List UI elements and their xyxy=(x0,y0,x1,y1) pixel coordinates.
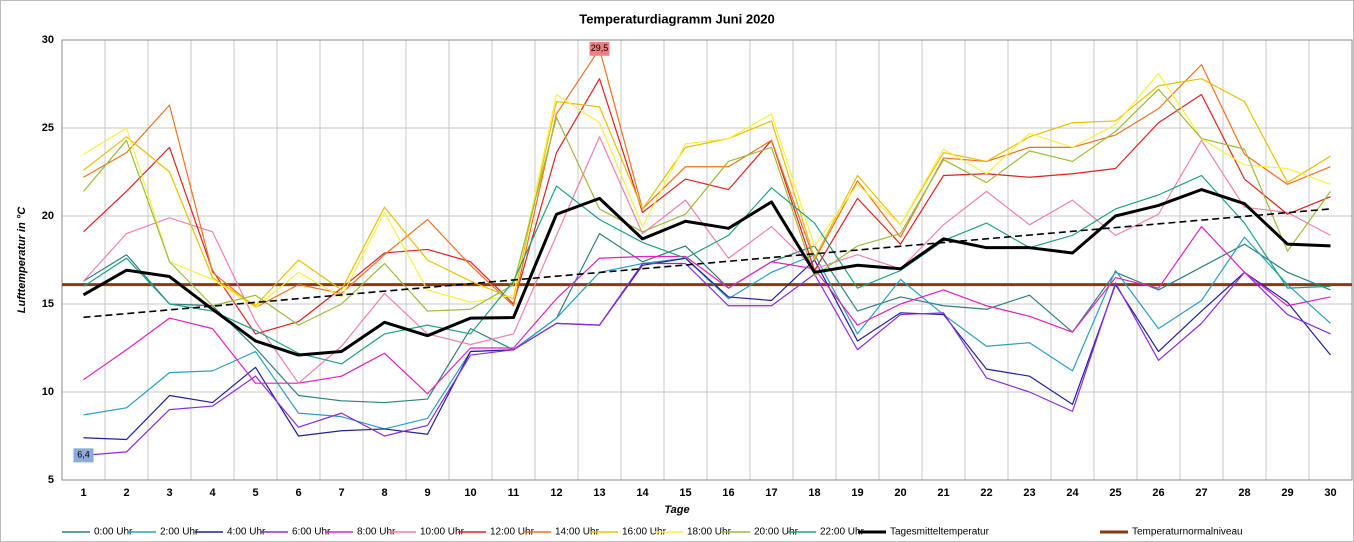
series-line xyxy=(83,174,1331,365)
series-line xyxy=(83,48,1331,309)
series-line xyxy=(83,88,1331,326)
y-tick-label: 15 xyxy=(42,298,54,310)
legend-label: 14:00 Uhr xyxy=(555,527,600,538)
highlight-box xyxy=(73,448,94,463)
x-tick-label: 23 xyxy=(1023,487,1035,499)
x-tick-label: 6 xyxy=(295,487,301,499)
x-tick-label: 12 xyxy=(550,487,562,499)
x-tick-label: 9 xyxy=(424,487,430,499)
x-tick-label: 22 xyxy=(980,487,992,499)
highlight-box xyxy=(589,41,610,56)
series-line xyxy=(82,188,1331,357)
x-tick-label: 24 xyxy=(1066,487,1079,499)
y-tick-label: 30 xyxy=(42,34,54,46)
x-tick-label: 28 xyxy=(1238,487,1250,499)
legend-label: 4:00 Uhr xyxy=(227,527,266,538)
legend-label: 8:00 Uhr xyxy=(357,527,396,538)
x-tick-label: 20 xyxy=(894,487,906,499)
series-line xyxy=(83,233,1331,404)
x-tick-label: 4 xyxy=(209,487,216,499)
legend-label: 16:00 Uhr xyxy=(622,527,667,538)
y-tick-label: 20 xyxy=(42,210,54,222)
x-tick-label: 21 xyxy=(937,487,949,499)
x-tick-label: 25 xyxy=(1109,487,1121,499)
x-tick-label: 17 xyxy=(765,487,777,499)
legend-label: 0:00 Uhr xyxy=(94,527,133,538)
x-tick-label: 11 xyxy=(508,487,520,499)
x-tick-label: 8 xyxy=(381,487,387,499)
y-tick-label: 10 xyxy=(42,386,54,398)
legend-label: 10:00 Uhr xyxy=(420,527,465,538)
x-tick-label: 7 xyxy=(338,487,344,499)
highlight-label: 29,5 xyxy=(591,43,609,53)
x-tick-label: 3 xyxy=(166,487,172,499)
plot-border xyxy=(61,39,1353,481)
highlight-label: 6,4 xyxy=(77,450,90,460)
x-tick-label: 27 xyxy=(1195,487,1207,499)
x-tick-label: 1 xyxy=(80,487,86,499)
series-line xyxy=(83,236,1331,430)
x-tick-label: 18 xyxy=(808,487,820,499)
x-axis-title: Tage xyxy=(664,504,689,516)
x-tick-label: 14 xyxy=(636,487,649,499)
legend-label: 2:00 Uhr xyxy=(160,527,199,538)
x-tick-label: 2 xyxy=(123,487,129,499)
x-tick-label: 26 xyxy=(1152,487,1164,499)
x-tick-label: 5 xyxy=(252,487,258,499)
legend-label: 12:00 Uhr xyxy=(490,527,535,538)
x-tick-label: 16 xyxy=(722,487,734,499)
series-line xyxy=(83,225,1331,395)
series-line xyxy=(83,136,1331,384)
x-tick-label: 30 xyxy=(1324,487,1336,499)
x-tick-label: 10 xyxy=(464,487,476,499)
legend-label: 22:00 Uhr xyxy=(820,527,865,538)
series-line xyxy=(83,78,1331,335)
y-tick-label: 25 xyxy=(42,122,54,134)
series-line xyxy=(83,262,1331,456)
legend-label: Tagesmitteltemperatur xyxy=(890,527,990,538)
chart-title: Temperaturdiagramm Juni 2020 xyxy=(579,11,775,26)
legend-label: 18:00 Uhr xyxy=(687,527,732,538)
y-tick-label: 5 xyxy=(48,474,54,486)
x-tick-label: 15 xyxy=(679,487,691,499)
x-tick-label: 19 xyxy=(851,487,863,499)
x-tick-label: 13 xyxy=(593,487,605,499)
legend-label: 6:00 Uhr xyxy=(292,527,331,538)
legend-label: Temperaturnormalniveau xyxy=(1132,527,1243,538)
legend-label: 20:00 Uhr xyxy=(754,527,799,538)
y-axis-title: Lufttemperatur in °C xyxy=(16,206,28,314)
x-tick-label: 29 xyxy=(1281,487,1293,499)
series-line xyxy=(83,72,1331,309)
